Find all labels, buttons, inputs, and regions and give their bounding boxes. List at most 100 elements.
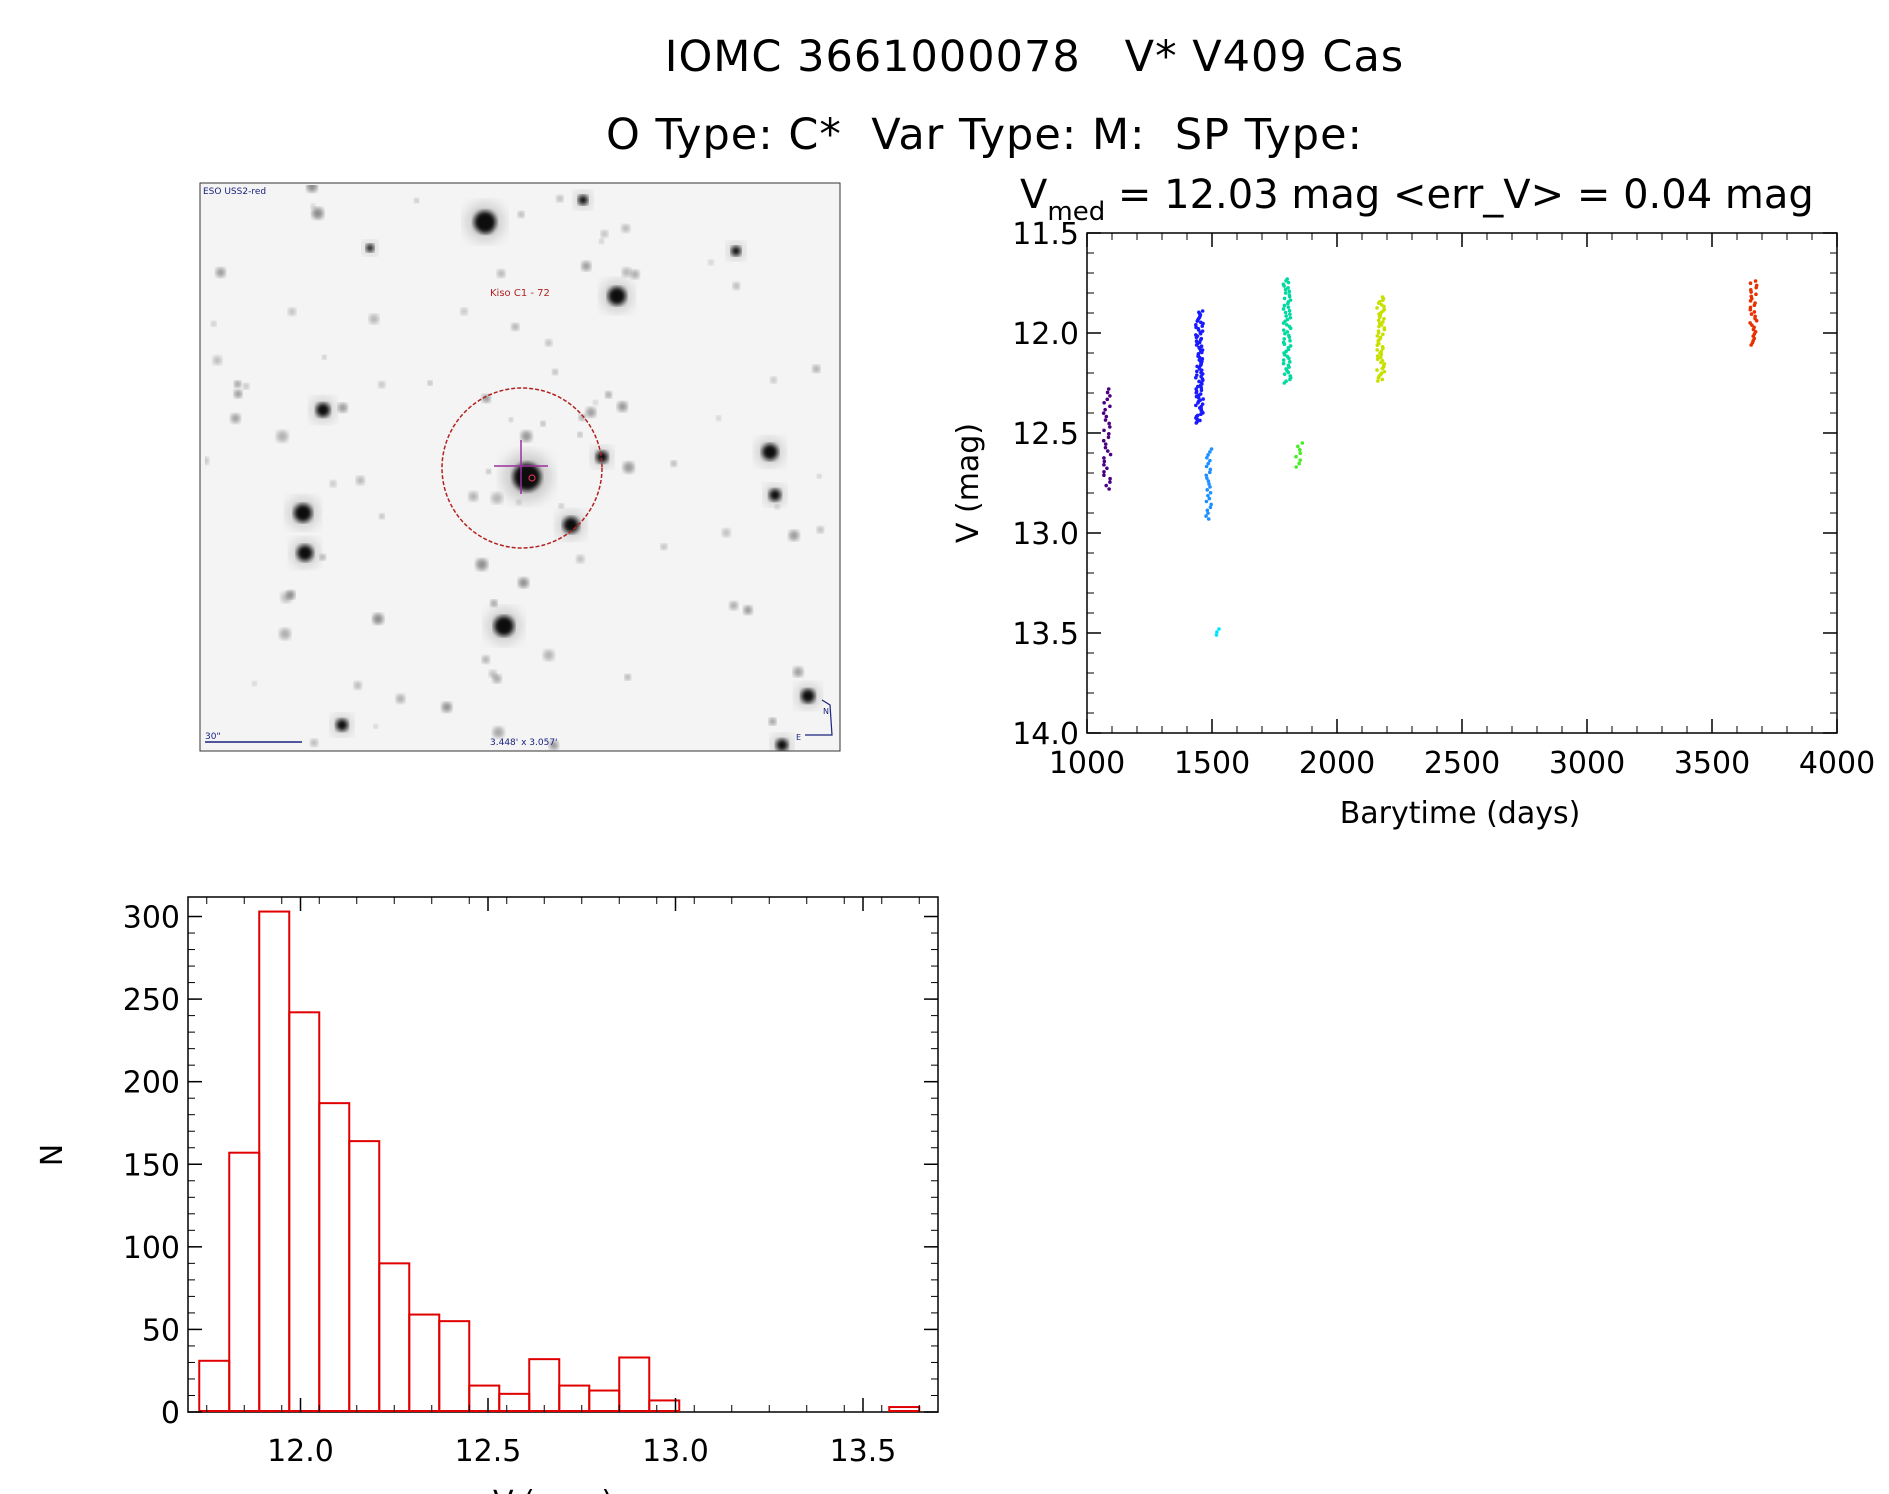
- star: [319, 554, 326, 561]
- star: [212, 355, 222, 365]
- y-tick-label: 14.0: [1012, 717, 1079, 752]
- histogram-ticks: 12.0 12.5 13.0 13.5 0 50 100 150 200 250 300: [123, 897, 938, 1469]
- bright-star: [801, 689, 815, 703]
- light-curve-chart: Vmed = 12.03 mag <err_V> = 0.04 mag 1000…: [951, 172, 1875, 831]
- data-point: [1194, 403, 1198, 408]
- data-point: [1104, 414, 1109, 419]
- data-point: [1283, 291, 1288, 295]
- bright-star: [513, 463, 541, 491]
- data-point: [1208, 467, 1213, 472]
- data-point: [1287, 356, 1291, 361]
- data-point: [1749, 312, 1754, 316]
- y-tick-label: 200: [123, 1066, 180, 1101]
- data-point: [1282, 352, 1287, 357]
- y-tick-label: 13.5: [1012, 617, 1079, 652]
- data-point: [1108, 404, 1112, 409]
- data-point: [1377, 315, 1382, 320]
- star: [378, 381, 385, 388]
- data-point: [1286, 370, 1291, 375]
- star: [511, 323, 519, 331]
- data-point: [1207, 496, 1212, 501]
- star: [329, 480, 337, 487]
- histogram-bar: [888, 1406, 921, 1413]
- data-point: [1297, 448, 1302, 452]
- histogram-bar: [198, 1359, 231, 1413]
- x-tick-label: 3000: [1549, 746, 1625, 781]
- data-point: [1206, 479, 1211, 483]
- data-point: [1375, 306, 1379, 310]
- data-point: [1208, 505, 1213, 510]
- star: [600, 230, 608, 238]
- data-point: [1206, 511, 1210, 515]
- data-point: [1208, 458, 1212, 463]
- histogram-chart: 12.0 12.5 13.0 13.5 0 50 100 150 200 250 300 V (ma…: [35, 896, 939, 1494]
- histogram-frame: [187, 896, 939, 1413]
- data-point: [1198, 418, 1202, 423]
- light-curve-xlabel: Barytime (days): [1340, 796, 1581, 831]
- data-point: [1199, 412, 1203, 416]
- data-point: [1209, 502, 1213, 507]
- title-prefix: V: [1020, 172, 1048, 218]
- object-label: Kiso C1 - 72: [490, 288, 550, 299]
- star: [379, 513, 385, 519]
- data-point: [1282, 337, 1287, 341]
- star: [286, 590, 296, 600]
- y-tick-label: 11.5: [1012, 217, 1079, 252]
- target-circle: [441, 387, 603, 549]
- data-point: [1376, 301, 1381, 306]
- star: [549, 740, 559, 750]
- star: [414, 198, 419, 203]
- data-point: [1198, 331, 1203, 336]
- histogram-bar: [408, 1313, 441, 1412]
- bright-star: [563, 517, 579, 533]
- data-point: [1282, 372, 1287, 376]
- data-point: [1106, 435, 1111, 440]
- star: [556, 195, 564, 202]
- star: [593, 400, 598, 405]
- light-curve-ticks: 1000 1500 2000 2500 3000 3500 4000 11.5 12.0 12.5…: [1012, 217, 1875, 781]
- histogram-bar: [528, 1358, 561, 1413]
- data-point: [1193, 375, 1198, 380]
- star: [306, 185, 318, 193]
- x-tick-label: 12.5: [455, 1434, 522, 1469]
- data-point: [1282, 303, 1287, 308]
- star: [617, 401, 628, 412]
- crosshair-icon: [494, 440, 548, 494]
- data-point: [1208, 450, 1212, 454]
- sky-image-panel: ESO USS2-red Kiso C1 - 72 30" 3.448' x 3…: [199, 182, 841, 752]
- star: [234, 380, 242, 388]
- data-point: [1105, 390, 1110, 395]
- star: [234, 389, 242, 398]
- star: [243, 383, 249, 390]
- data-point: [1281, 321, 1286, 325]
- data-point: [1382, 327, 1387, 332]
- data-point: [1754, 285, 1758, 290]
- y-tick-label: 0: [161, 1396, 180, 1431]
- data-point: [1287, 308, 1292, 313]
- data-point: [1296, 444, 1300, 449]
- data-point: [1206, 453, 1210, 457]
- data-point: [1283, 310, 1288, 315]
- y-tick-label: 100: [123, 1231, 180, 1266]
- data-point: [1107, 487, 1111, 491]
- data-point: [1376, 318, 1381, 323]
- data-point: [1207, 470, 1212, 475]
- data-point: [1300, 441, 1305, 445]
- star: [605, 391, 612, 398]
- star: [769, 718, 777, 726]
- data-point: [1208, 485, 1212, 489]
- data-point: [1102, 473, 1106, 478]
- data-point: [1754, 292, 1758, 297]
- data-point: [1195, 417, 1199, 422]
- data-point: [1294, 454, 1298, 459]
- data-point: [1281, 307, 1286, 311]
- star: [729, 601, 738, 610]
- data-point: [1108, 452, 1113, 457]
- data-point: [1288, 377, 1292, 382]
- data-point: [1752, 310, 1757, 314]
- light-curve-ylabel: V (mag): [951, 423, 986, 543]
- star: [337, 403, 348, 413]
- data-point: [1201, 397, 1205, 401]
- star: [743, 605, 753, 615]
- data-point: [1381, 298, 1385, 302]
